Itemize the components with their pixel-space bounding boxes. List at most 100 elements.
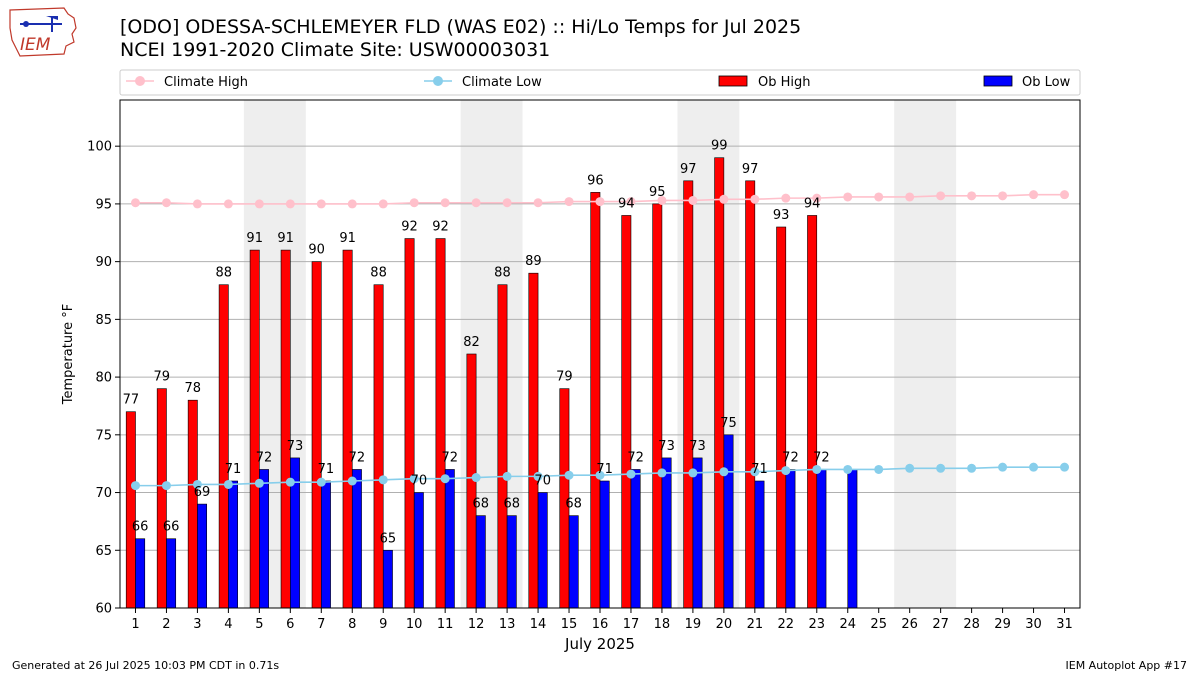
ob-low-value-label: 71 (225, 462, 242, 477)
ob-low-value-label: 73 (689, 439, 706, 454)
ob-high-value-label: 79 (154, 370, 171, 385)
climate-low-point (161, 481, 171, 491)
climate-high-point (781, 193, 791, 203)
ob-low-value-label: 72 (813, 450, 830, 465)
chart-title: [ODO] ODESSA-SCHLEMEYER FLD (WAS E02) ::… (120, 16, 802, 38)
climate-high-point (967, 191, 977, 201)
climate-low-point (440, 474, 450, 484)
ob-low-bar (228, 480, 238, 609)
legend-climate-high-marker (135, 76, 145, 86)
climate-low-point (316, 477, 326, 487)
ob-low-bar (816, 469, 827, 609)
climate-low-point (626, 469, 636, 479)
y-tick-label: 80 (95, 371, 112, 386)
climate-high-point (316, 199, 326, 209)
x-tick-label: 5 (255, 617, 263, 632)
climate-high-point (1029, 190, 1039, 200)
ob-high-bar (404, 238, 415, 609)
ob-low-value-label: 68 (565, 497, 582, 512)
ob-high-bar (528, 272, 539, 609)
ob-low-bar (259, 469, 269, 609)
climate-low-point (967, 463, 977, 473)
climate-low-point (347, 476, 357, 486)
ob-high-bar (280, 249, 291, 609)
ob-high-value-label: 88 (494, 266, 511, 281)
legend-ob-high-label: Ob High (758, 75, 811, 90)
x-tick-label: 3 (193, 617, 201, 632)
ob-low-bar (351, 469, 362, 609)
ob-low-bar (630, 469, 641, 609)
climate-high-point (905, 192, 915, 202)
x-tick-label: 4 (224, 617, 232, 632)
y-axis-label: Temperature °F (61, 304, 76, 405)
ob-high-value-label: 94 (804, 196, 821, 211)
x-tick-label: 2 (162, 617, 170, 632)
ob-low-bar (506, 515, 517, 609)
x-tick-label: 25 (870, 617, 887, 632)
climate-high-point (440, 198, 450, 208)
ob-high-value-label: 90 (308, 243, 325, 258)
x-tick-label: 1 (131, 617, 139, 632)
ob-low-bar (135, 538, 146, 609)
x-tick-label: 21 (747, 617, 764, 632)
bars (125, 157, 858, 609)
x-tick-label: 19 (685, 617, 702, 632)
x-tick-label: 11 (437, 617, 454, 632)
x-tick-label: 28 (963, 617, 980, 632)
y-tick-label: 70 (95, 486, 112, 501)
iem-iowa-logo-icon: IEM (9, 7, 77, 57)
ob-low-value-label: 66 (132, 520, 149, 535)
ob-low-bar (197, 503, 208, 609)
ob-high-value-label: 99 (711, 139, 728, 154)
ob-high-value-label: 91 (339, 231, 356, 246)
climate-high-point (688, 195, 698, 205)
x-tick-label: 16 (592, 617, 609, 632)
climate-high-point (719, 194, 729, 204)
y-tick-label: 95 (95, 197, 112, 212)
legend-ob-high-swatch (718, 75, 748, 87)
y-tick-label: 75 (95, 428, 112, 443)
ob-high-bar (807, 215, 818, 609)
climate-high-point (998, 191, 1008, 201)
ob-high-value-label: 89 (525, 254, 542, 269)
ob-low-bar (661, 457, 672, 609)
ob-low-value-label: 72 (349, 450, 366, 465)
ob-high-bar (249, 249, 260, 609)
climate-low-point (657, 468, 667, 478)
x-tick-label: 13 (499, 617, 516, 632)
x-tick-label: 22 (778, 617, 795, 632)
ob-low-value-label: 71 (318, 462, 335, 477)
climate-low-point (471, 473, 481, 483)
climate-high-point (130, 198, 140, 208)
climate-low-point (564, 470, 574, 480)
app-credit: IEM Autoplot App #17 (1065, 659, 1188, 672)
x-tick-label: 12 (468, 617, 485, 632)
climate-high-point (843, 192, 853, 202)
climate-low-point (533, 471, 543, 481)
x-tick-label: 27 (932, 617, 949, 632)
ob-low-value-label: 71 (751, 462, 768, 477)
x-tick-label: 10 (406, 617, 423, 632)
x-tick-label: 26 (901, 617, 918, 632)
ob-low-value-label: 70 (411, 474, 428, 489)
y-tick-label: 60 (95, 602, 112, 617)
ob-low-value-label: 72 (256, 450, 273, 465)
x-tick-label: 24 (839, 617, 856, 632)
logo-text: IEM (20, 35, 51, 55)
ob-low-value-label: 73 (287, 439, 304, 454)
x-tick-label: 30 (1025, 617, 1042, 632)
ob-low-bar (320, 480, 331, 609)
ob-low-bar (754, 480, 765, 609)
ob-low-value-label: 72 (782, 450, 799, 465)
ob-high-value-label: 88 (370, 266, 387, 281)
climate-low-point (502, 471, 512, 481)
ob-high-value-label: 96 (587, 173, 604, 188)
x-tick-label: 9 (379, 617, 387, 632)
legend: Climate High Climate Low Ob High Ob Low (119, 69, 1081, 96)
ob-low-bar (847, 469, 858, 609)
ob-low-value-label: 65 (380, 531, 397, 546)
ob-high-value-label: 91 (277, 231, 294, 246)
iem-logo[interactable]: IEM (6, 4, 82, 60)
ob-low-bar (475, 515, 486, 609)
bar-value-labels: 77 79 78 88 91 91 90 91 88 92 92 82 88 89 79 96 94 95 97 99… (123, 139, 830, 547)
